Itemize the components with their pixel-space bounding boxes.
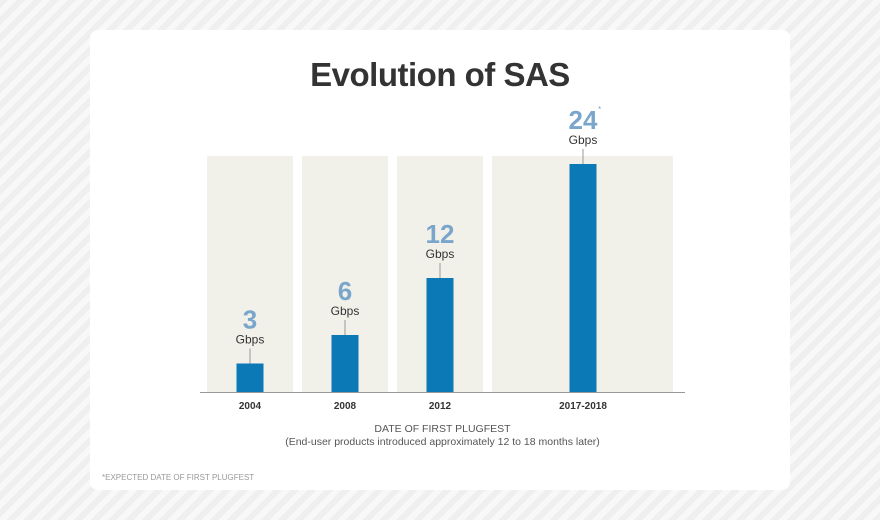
unit-label: Gbps (426, 247, 455, 261)
bar (236, 363, 264, 392)
x-tick-label: 2017-2018 (559, 401, 607, 412)
asterisk-mark: * (598, 105, 601, 114)
x-axis-label: DATE OF FIRST PLUGFEST (374, 423, 511, 435)
x-tick-label: 2012 (429, 401, 452, 412)
unit-label: Gbps (569, 133, 598, 147)
x-tick-label: 2004 (239, 401, 262, 412)
bar (569, 164, 597, 392)
value-label: 6 (338, 276, 352, 306)
chart-title: Evolution of SAS (310, 56, 570, 93)
x-tick-label: 2008 (334, 401, 357, 412)
unit-label: Gbps (236, 333, 265, 347)
unit-label: Gbps (331, 304, 360, 318)
x-axis-sublabel: (End-user products introduced approximat… (285, 436, 600, 448)
value-label: 24 (569, 105, 598, 135)
bar (331, 335, 359, 392)
value-label: 3 (243, 305, 257, 335)
footnote: *EXPECTED DATE OF FIRST PLUGFEST (102, 473, 255, 482)
bar (426, 278, 454, 392)
value-label: 12 (426, 219, 455, 249)
